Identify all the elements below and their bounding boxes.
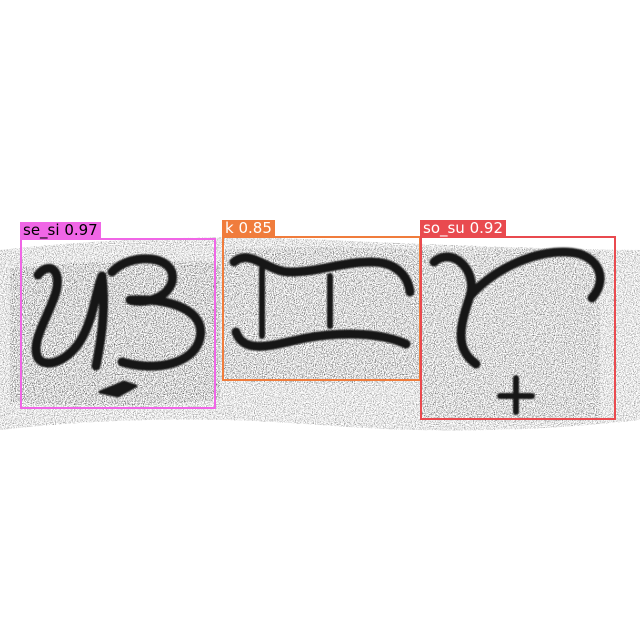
glyph-se-si <box>31 254 206 398</box>
detection-label-se-si: se_si 0.97 <box>20 222 101 239</box>
detection-label-so-su: so_su 0.92 <box>420 219 507 237</box>
glyph-k <box>229 253 415 351</box>
detection-label-k: k 0.85 <box>222 220 275 237</box>
detection-box-so-su <box>420 236 616 420</box>
class-name: k <box>225 219 234 237</box>
confidence-score: 0.92 <box>469 219 504 237</box>
confidence-score: 0.97 <box>64 221 98 239</box>
detection-box-k <box>222 236 421 381</box>
class-name: se_si <box>23 221 60 239</box>
glyph-so-su <box>429 247 605 415</box>
confidence-score: 0.85 <box>238 219 272 237</box>
detection-box-se-si <box>20 238 216 409</box>
class-name: so_su <box>423 219 465 237</box>
